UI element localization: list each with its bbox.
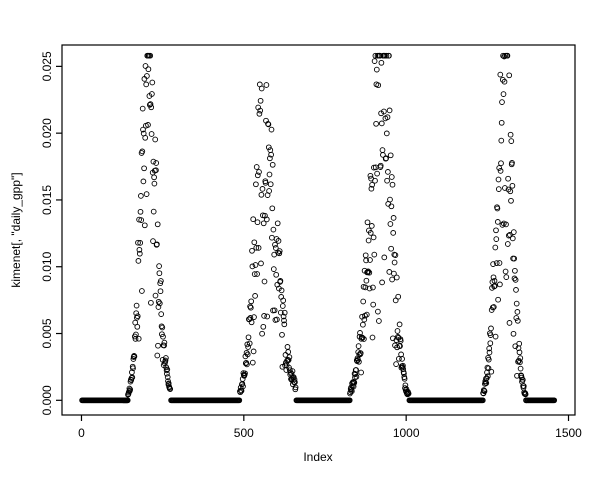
x-tick-label: 1000 — [393, 426, 420, 440]
y-tick-label: 0.015 — [40, 185, 54, 215]
x-axis-label: Index — [303, 450, 333, 464]
y-tick-label: 0.010 — [40, 251, 54, 281]
y-tick-label: 0.020 — [40, 118, 54, 148]
axes: 0 500 1000 1500 0.000 0.005 0.010 0.015 0.020 0.0… — [40, 44, 582, 440]
x-tick-label: 1500 — [555, 426, 582, 440]
plot-box — [61, 44, 576, 416]
x-tick-label: 500 — [234, 426, 254, 440]
data-points — [79, 52, 558, 404]
x-tick-label: 0 — [78, 426, 85, 440]
y-tick-label: 0.025 — [40, 51, 54, 81]
y-tick-label: 0.000 — [40, 385, 54, 415]
y-axis-label: kimenet[, "daily_gpp"] — [9, 172, 23, 288]
y-tick-label: 0.005 — [40, 318, 54, 348]
